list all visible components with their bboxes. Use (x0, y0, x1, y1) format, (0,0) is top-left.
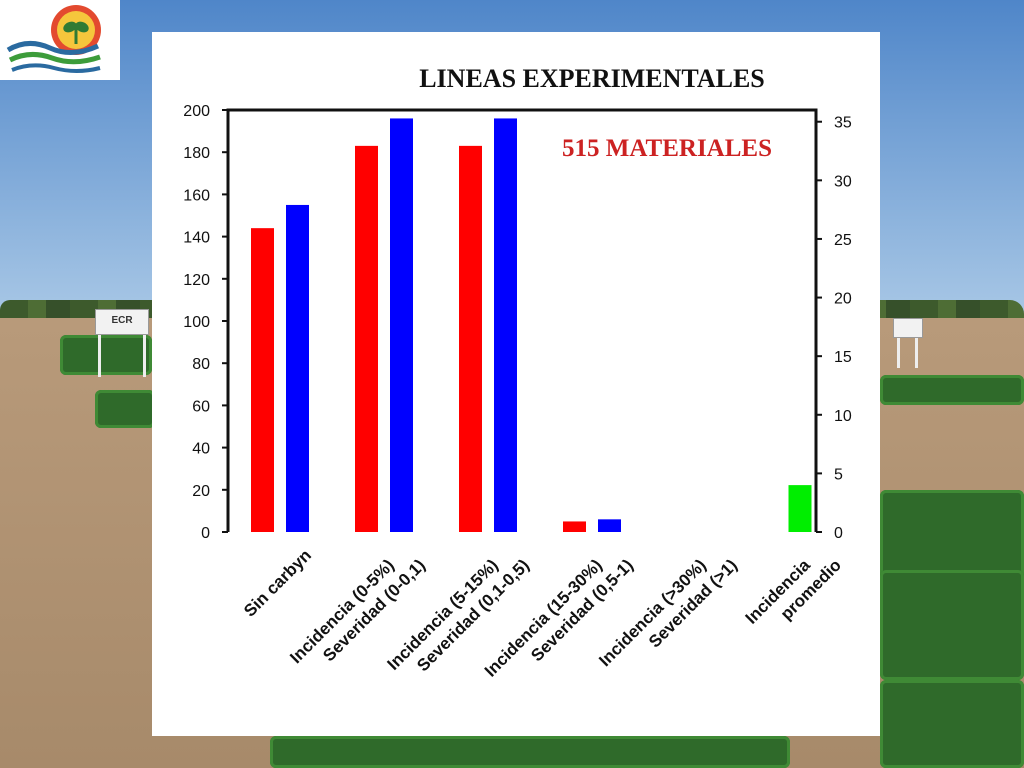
y-left-tick-label: 20 (192, 483, 210, 500)
y-left-tick-label: 200 (183, 103, 210, 120)
y-right-tick-label: 30 (834, 173, 852, 190)
chart-annotation: 515 MATERIALES (562, 135, 772, 162)
x-category-label: Incidencia (5-15%)Severidad (0,1-0,5) (384, 540, 533, 689)
y-right-tick-label: 25 (834, 232, 852, 249)
x-category-label: Incidencia (15-30%)Severidad (0,5-1) (481, 540, 637, 696)
bar-blue-3 (598, 519, 621, 532)
x-category-text: Sin carbyn (240, 546, 315, 621)
bar-blue-2 (494, 118, 517, 532)
bar-green-5 (788, 485, 812, 532)
chart-panel: LINEAS EXPERIMENTALES 0 20 40 60 80 100 120 140… (152, 32, 880, 736)
y-left-tick-label: 140 (183, 230, 210, 247)
crop-row (880, 570, 1024, 680)
y-left-tick-label: 40 (192, 441, 210, 458)
sign-post (915, 335, 918, 368)
x-category-label: Incidenciapromedio (742, 540, 845, 643)
sprout-sun-waves-logo-icon (6, 5, 101, 73)
bar-red-0 (251, 228, 274, 532)
bar-red-1 (355, 145, 378, 532)
crop-row (880, 680, 1024, 768)
y-right-tick-label: 10 (834, 408, 852, 425)
y-left-tick-label: 80 (192, 356, 210, 373)
y-left-tick-label: 60 (192, 398, 210, 415)
chart-title: LINEAS EXPERIMENTALES (419, 64, 765, 93)
y-right-tick-label: 20 (834, 291, 852, 308)
bar-blue-1 (390, 118, 413, 532)
bar-blue-0 (286, 204, 309, 532)
y-left-tick-label: 100 (183, 314, 210, 331)
sign-post (897, 335, 900, 368)
y-left-tick-label: 160 (183, 187, 210, 204)
field-sign (893, 318, 923, 338)
x-category-text: Incidencia (5-15%)Severidad (0,1-0,5) (384, 540, 533, 689)
crop-row (270, 736, 790, 768)
y-right-tick-label: 0 (834, 525, 843, 542)
axes-frame (226, 108, 818, 532)
y-right-tick-label: 5 (834, 466, 843, 483)
bar-red-3 (563, 521, 586, 532)
y-left-tick-label: 120 (183, 272, 210, 289)
crop-row (95, 390, 155, 428)
bar-chart: 0 20 40 60 80 100 120 140 160 180 200 0 5 10 15 20 25 30 3… (183, 103, 852, 696)
x-category-text: Incidenciapromedio (742, 540, 845, 643)
field-sign-ecr: ECR (95, 309, 149, 335)
sign-post (98, 332, 101, 377)
x-category-label: Sin carbyn (240, 546, 315, 621)
logo (0, 0, 120, 80)
y-left-tick-label: 180 (183, 145, 210, 162)
y-left-tick-label: 0 (201, 525, 210, 542)
sign-post (143, 332, 146, 377)
x-category-text: Incidencia (15-30%)Severidad (0,5-1) (481, 540, 637, 696)
bar-red-2 (459, 145, 482, 532)
crop-row (880, 375, 1024, 405)
y-right-tick-label: 15 (834, 349, 852, 366)
x-category-line: Sin carbyn (240, 546, 315, 621)
y-right-tick-label: 35 (834, 115, 852, 132)
crop-row (60, 335, 152, 375)
